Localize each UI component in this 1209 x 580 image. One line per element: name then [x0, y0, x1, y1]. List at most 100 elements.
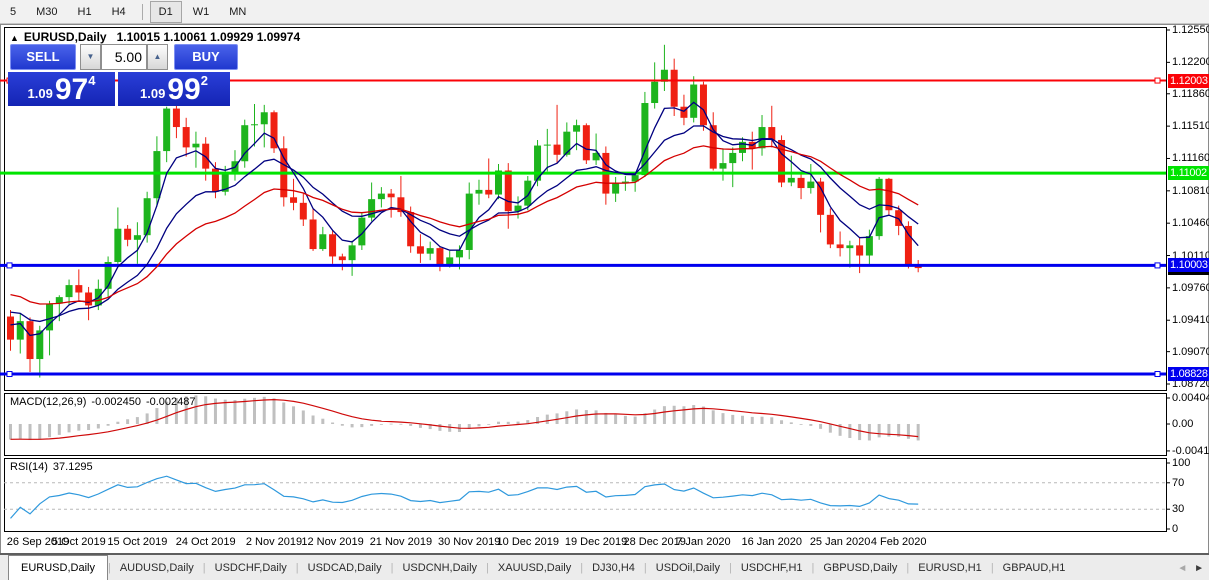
- up-arrow-icon: ▲: [153, 52, 162, 61]
- chart-symbol-period: EURUSD,Daily: [23, 30, 107, 44]
- tab-separator: |: [990, 562, 994, 574]
- date-axis-label: 5 Oct 2019: [51, 536, 106, 548]
- tab-scroll-left-icon[interactable]: ◄: [1177, 563, 1188, 574]
- volume-input[interactable]: [101, 44, 147, 70]
- tab-separator: |: [390, 562, 394, 574]
- collapse-arrow-icon[interactable]: ▲: [10, 33, 19, 43]
- price-level-badge: 1.12003: [1168, 73, 1209, 88]
- buy-button[interactable]: BUY: [174, 44, 238, 70]
- date-axis-label: 10 Dec 2019: [496, 536, 559, 548]
- price-tick-label: 1.09410: [1172, 314, 1209, 327]
- chart-tab-audusd-daily[interactable]: AUDUSD,Daily: [119, 562, 194, 574]
- price-tick-label: 1.09760: [1172, 281, 1209, 294]
- date-axis-label: 4 Feb 2020: [870, 536, 927, 548]
- tab-separator: |: [728, 562, 732, 574]
- chart-tab-gbpusd-daily[interactable]: GBPUSD,Daily: [823, 562, 898, 574]
- rsi-name: RSI(14): [10, 461, 48, 473]
- chart-tab-eurusd-h1[interactable]: EURUSD,H1: [918, 562, 982, 574]
- sell-button[interactable]: SELL: [10, 44, 76, 70]
- rsi-value: 37.1295: [52, 461, 93, 473]
- timeframe-button-w1[interactable]: W1: [192, 5, 210, 18]
- buy-price-base: 1.09: [140, 86, 166, 101]
- date-axis-label: 25 Jan 2020: [809, 536, 871, 548]
- timeframe-button-h1[interactable]: H1: [77, 5, 92, 18]
- chart-tab-xauusd-daily[interactable]: XAUUSD,Daily: [497, 562, 572, 574]
- price-level-badge: 1.11002: [1168, 166, 1209, 181]
- rsi-axis-label: 30: [1172, 503, 1185, 516]
- buy-price-big: 99: [167, 73, 201, 106]
- macd-indicator-label: MACD(12,26,9) -0.002450 -0.002487: [10, 396, 201, 408]
- tab-scroll-right-icon[interactable]: ►: [1194, 563, 1204, 574]
- timeframe-button-m30[interactable]: M30: [36, 5, 58, 18]
- tab-separator: |: [202, 562, 206, 574]
- chart-tab-usdcnh-daily[interactable]: USDCNH,Daily: [402, 562, 478, 574]
- price-tick-label: 1.11160: [1172, 152, 1209, 165]
- timeframe-toolbar: 5 M30 H1 H4 D1 W1 MN: [0, 0, 1209, 24]
- sell-price-sup: 4: [88, 73, 96, 88]
- sell-price-display[interactable]: 1.09 97 4: [8, 72, 115, 106]
- chart-tab-dj30-h4[interactable]: DJ30,H4: [592, 562, 635, 574]
- macd-main-value: -0.002450: [91, 396, 141, 408]
- tab-separator: |: [295, 562, 299, 574]
- date-axis-label: 30 Nov 2019: [438, 536, 501, 548]
- price-tick-label: 1.12200: [1172, 56, 1209, 69]
- chart-tab-usdcad-daily[interactable]: USDCAD,Daily: [307, 562, 382, 574]
- macd-signal-value: -0.002487: [145, 396, 196, 408]
- sell-price-big: 97: [54, 73, 89, 106]
- chart-tab-bar: EURUSD,Daily | AUDUSD,Daily | USDCHF,Daily | U…: [0, 553, 1209, 580]
- macd-axis-label: 0.00: [1172, 418, 1194, 430]
- volume-increase-button[interactable]: ▲: [147, 44, 168, 70]
- date-axis-label: 24 Oct 2019: [175, 536, 236, 548]
- chart-tab-usdoil-daily[interactable]: USDOil,Daily: [655, 562, 720, 574]
- chart-tab-eurusd-daily[interactable]: EURUSD,Daily: [8, 555, 108, 580]
- date-axis-label: 12 Nov 2019: [301, 536, 364, 548]
- macd-axis-label: 0.004043: [1172, 392, 1209, 404]
- down-arrow-icon: ▼: [86, 52, 95, 61]
- volume-decrease-button[interactable]: ▼: [80, 44, 101, 70]
- tab-separator: |: [643, 562, 647, 574]
- sell-price-base: 1.09: [27, 86, 53, 101]
- tab-scroll-buttons: ◄ ►: [1173, 563, 1204, 574]
- price-tick-label: 1.10110: [1172, 249, 1209, 262]
- timeframe-button-h4[interactable]: H4: [111, 5, 126, 18]
- price-tick-label: 1.09070: [1172, 345, 1209, 358]
- timeframe-button-d1[interactable]: D1: [149, 0, 182, 23]
- rsi-axis-label: 70: [1172, 476, 1185, 489]
- tab-separator: |: [580, 562, 584, 574]
- date-axis-label: 21 Nov 2019: [369, 536, 433, 548]
- date-axis-label: 26 Sep 2019: [6, 536, 70, 548]
- date-axis-label: 16 Jan 2020: [741, 536, 803, 548]
- chart-tab-gbpaud-h1[interactable]: GBPAUD,H1: [1002, 562, 1066, 574]
- rsi-axis-label: 100: [1172, 457, 1191, 469]
- price-level-badge: 1.10003: [1168, 258, 1209, 273]
- price-tick-label: 1.12550: [1172, 24, 1209, 36]
- chart-ohlc-values: 1.10015 1.10061 1.09929 1.09974: [116, 30, 301, 44]
- toolbar-separator: [141, 3, 143, 20]
- price-level-badge: 1.08828: [1168, 367, 1209, 382]
- price-tick-label: 1.11510: [1172, 120, 1209, 133]
- timeframe-button-mn[interactable]: MN: [229, 5, 247, 18]
- price-tick-label: 1.08720: [1172, 378, 1209, 390]
- buy-price-display[interactable]: 1.09 99 2: [118, 72, 230, 106]
- chart-tab-usdchf-h1[interactable]: USDCHF,H1: [740, 562, 803, 574]
- buy-price-sup: 2: [200, 73, 208, 88]
- macd-name: MACD(12,26,9): [10, 396, 87, 408]
- chart-tab-usdchf-daily[interactable]: USDCHF,Daily: [214, 562, 287, 574]
- tab-separator: |: [811, 562, 815, 574]
- date-axis-label: 7 Jan 2020: [676, 536, 731, 548]
- rsi-axis-label: 0: [1172, 523, 1179, 535]
- date-axis-label: 2 Nov 2019: [245, 536, 303, 548]
- price-tick-label: 1.10810: [1172, 184, 1209, 197]
- chart-title-line: ▲ EURUSD,Daily 1.10015 1.10061 1.09929 1.0…: [10, 30, 300, 44]
- price-tick-label: 1.10460: [1172, 217, 1209, 230]
- date-axis-label: 15 Oct 2019: [107, 536, 168, 548]
- timeframe-button-5[interactable]: 5: [10, 5, 17, 18]
- tab-separator: |: [486, 562, 489, 574]
- date-axis-label: 19 Dec 2019: [564, 536, 628, 548]
- tab-separator: |: [906, 562, 910, 574]
- tab-separator: |: [107, 562, 111, 574]
- macd-axis-label: -0.004187: [1172, 444, 1209, 457]
- price-tick-label: 1.11860: [1172, 87, 1209, 100]
